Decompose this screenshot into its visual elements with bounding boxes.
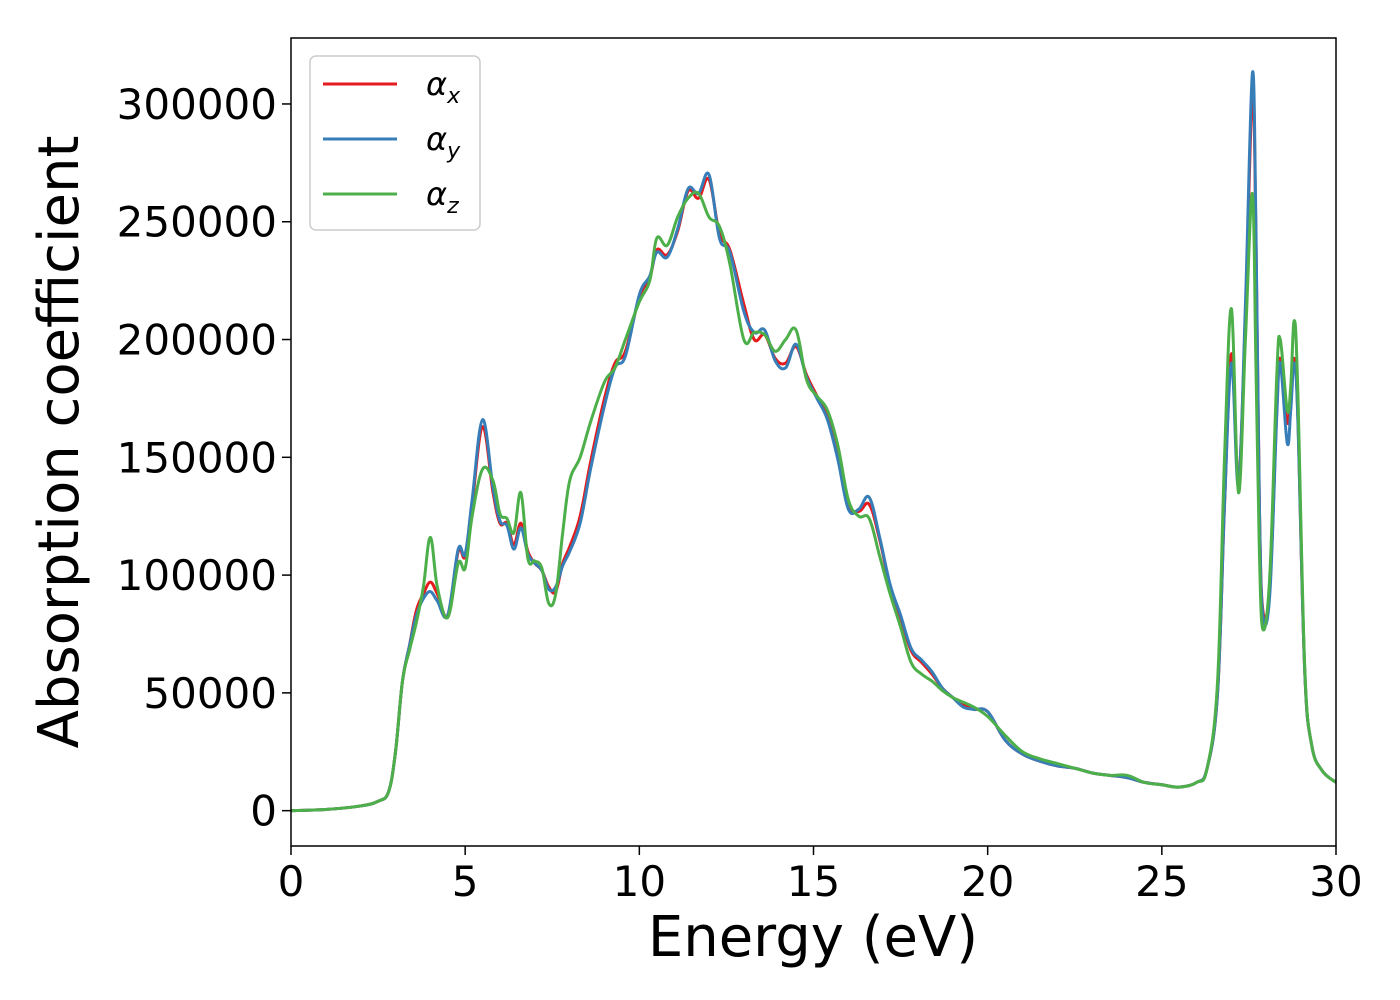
series-line-z	[291, 190, 1336, 813]
y-tick-label: 0	[250, 787, 277, 836]
series-layer	[291, 70, 1336, 813]
legend-label-z: αz	[426, 175, 459, 219]
x-tick-label: 20	[961, 857, 1014, 906]
legend-box	[309, 55, 481, 231]
y-tick-label: 150000	[117, 433, 277, 482]
series-line-y	[291, 70, 1336, 813]
x-tick-label: 0	[278, 857, 305, 906]
x-tick-label: 10	[613, 857, 666, 906]
x-tick-label: 30	[1309, 857, 1362, 906]
x-tick-label: 15	[787, 857, 840, 906]
x-axis-label: Energy (eV)	[648, 905, 978, 970]
legend: αx αy αz	[309, 55, 481, 231]
y-axis: 0 50000 100000 150000 200000 250000 300000	[117, 80, 291, 836]
y-tick-label: 200000	[117, 316, 277, 365]
legend-label-y: αy	[426, 120, 461, 164]
y-tick-label: 50000	[143, 669, 277, 718]
y-tick-label: 250000	[117, 198, 277, 247]
y-axis-label: Absorption coefficient	[27, 136, 92, 749]
y-tick-label: 300000	[117, 80, 277, 129]
x-tick-label: 25	[1135, 857, 1188, 906]
x-tick-label: 5	[452, 857, 479, 906]
x-axis: 0 5 10 15 20 25 30	[278, 846, 1363, 906]
legend-label-x: αx	[426, 65, 461, 109]
y-tick-label: 100000	[117, 551, 277, 600]
